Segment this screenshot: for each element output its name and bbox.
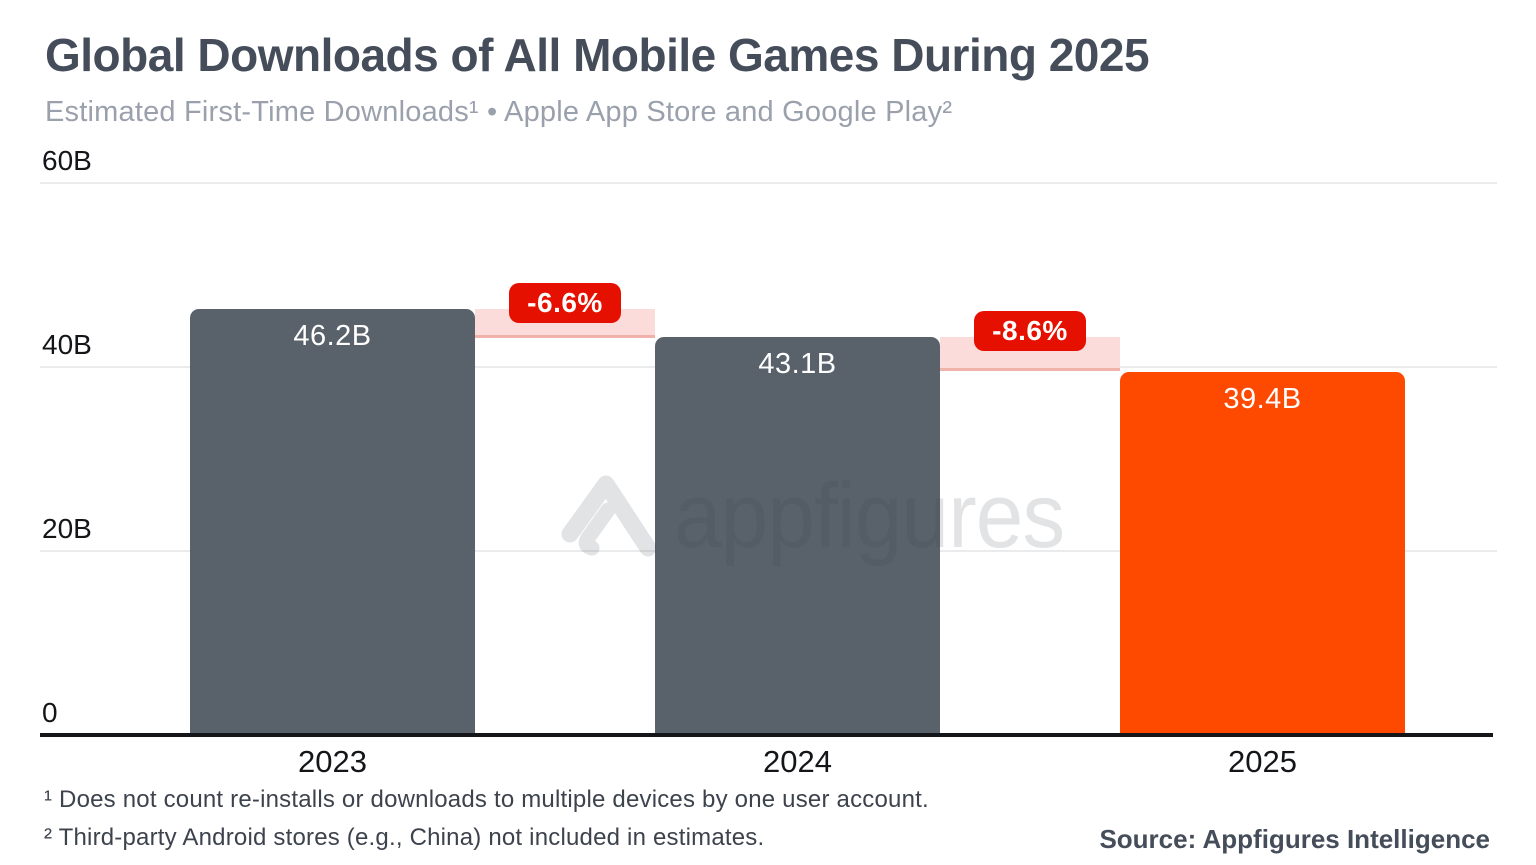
x-axis-label-2024: 2024	[763, 744, 832, 779]
x-axis-label-2025: 2025	[1228, 744, 1297, 779]
change-badge-2023-2024: -6.6%	[509, 283, 621, 323]
page-title: Global Downloads of All Mobile Games Dur…	[45, 29, 1150, 81]
bar-2023: 46.2B	[190, 309, 475, 734]
y-axis-label-60B: 60B	[42, 145, 92, 176]
x-axis-label-2023: 2023	[298, 744, 367, 779]
bar-value-label-2024: 43.1B	[758, 348, 837, 380]
page-subtitle: Estimated First-Time Downloads¹ • Apple …	[45, 96, 953, 128]
source-credit: Source: Appfigures Intelligence	[1099, 824, 1490, 854]
bar-value-label-2025: 39.4B	[1223, 383, 1302, 415]
x-axis-line	[40, 733, 1493, 737]
change-band-2024-2025	[940, 337, 1120, 371]
bar-2024: 43.1B	[655, 337, 940, 734]
bar-value-label-2023: 46.2B	[293, 320, 372, 352]
gridline-60B	[40, 182, 1497, 184]
bar-2025: 39.4B	[1120, 372, 1405, 734]
y-axis-label-40B: 40B	[42, 329, 92, 360]
change-badge-2024-2025: -8.6%	[974, 311, 1086, 351]
footnote-2: ² Third-party Android stores (e.g., Chin…	[44, 824, 765, 851]
footnote-1: ¹ Does not count re-installs or download…	[44, 786, 929, 813]
y-axis-label-20B: 20B	[42, 513, 92, 544]
y-axis-label-0: 0	[42, 697, 58, 728]
